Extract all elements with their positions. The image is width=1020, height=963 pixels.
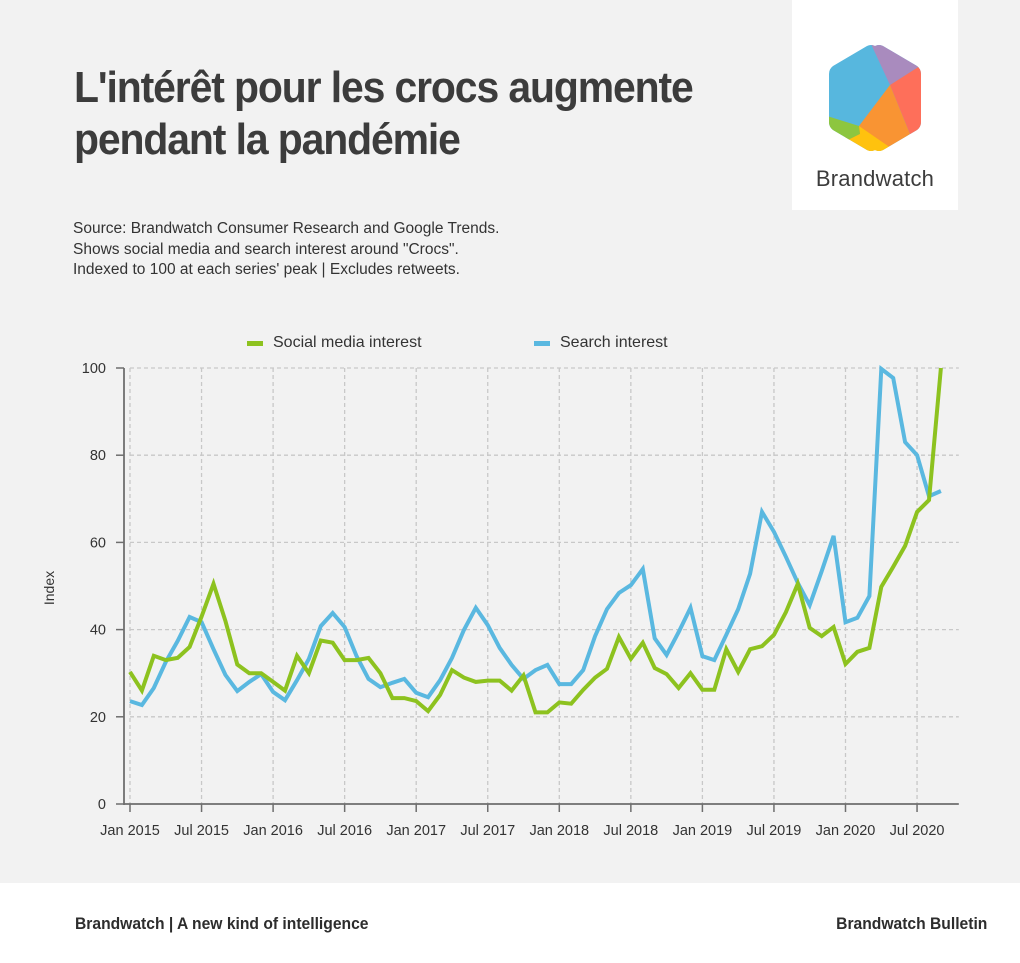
legend-item-social: Social media interest <box>247 334 422 352</box>
chart-grid <box>129 367 959 804</box>
y-tick-label: 40 <box>90 623 106 639</box>
source-note: Source: Brandwatch Consumer Research and… <box>73 219 499 281</box>
y-tick-label: 100 <box>82 361 106 377</box>
line-chart: 0 20 40 60 80 100 Jan 2015 Jul 2015 Jan 2016 Jul … <box>41 361 959 839</box>
x-tick-label: Jul 2015 <box>174 823 229 839</box>
footer: Brandwatch | A new kind of intelligence … <box>0 883 1020 963</box>
x-tick-label: Jul 2020 <box>890 823 945 839</box>
x-tick-label: Jan 2019 <box>673 823 733 839</box>
y-tick-label: 80 <box>90 448 106 464</box>
series-line-search <box>129 365 942 708</box>
chart-axes: 0 20 40 60 80 100 Jan 2015 Jul 2015 Jan 2016 Jul … <box>82 361 959 839</box>
series-line-social <box>128 367 943 715</box>
y-tick-label: 0 <box>98 797 106 813</box>
y-tick-label: 20 <box>90 710 106 726</box>
brandwatch-logo: Brandwatch <box>792 0 958 210</box>
x-tick-label: Jul 2018 <box>603 823 658 839</box>
logo-wordmark: Brandwatch <box>815 166 935 191</box>
source-line: Source: Brandwatch Consumer Research and… <box>73 220 500 237</box>
title-line-1: L'intérêt pour les crocs augmente <box>74 63 694 112</box>
source-line: Shows social media and search interest a… <box>73 240 459 258</box>
source-line: Indexed to 100 at each series' peak | Ex… <box>73 261 460 278</box>
x-tick-label: Jan 2017 <box>386 823 446 839</box>
x-tick-label: Jan 2020 <box>816 823 876 839</box>
legend-swatch-social <box>247 340 263 346</box>
y-tick-label: 60 <box>90 535 106 551</box>
x-tick-label: Jan 2018 <box>529 823 589 839</box>
x-tick-label: Jul 2019 <box>747 823 802 839</box>
brandwatch-hexagon-icon <box>829 45 921 151</box>
chart-title: L'intérêt pour les crocs augmente pendan… <box>74 62 725 166</box>
y-axis-label: Index <box>41 571 57 605</box>
x-tick-label: Jan 2015 <box>100 823 160 839</box>
legend-swatch-search <box>534 340 550 346</box>
footer-tagline: Brandwatch | A new kind of intelligence <box>75 914 369 933</box>
chart-lines <box>128 365 943 715</box>
legend-item-search: Search interest <box>534 334 668 352</box>
title-line-2: pendant la pandémie <box>74 115 461 164</box>
footer-publication: Brandwatch Bulletin <box>835 914 987 933</box>
x-tick-label: Jul 2017 <box>460 823 515 839</box>
x-tick-label: Jan 2016 <box>243 823 303 839</box>
legend-label-search: Search interest <box>560 334 668 351</box>
x-tick-label: Jul 2016 <box>317 823 372 839</box>
legend-label-social: Social media interest <box>273 334 422 351</box>
